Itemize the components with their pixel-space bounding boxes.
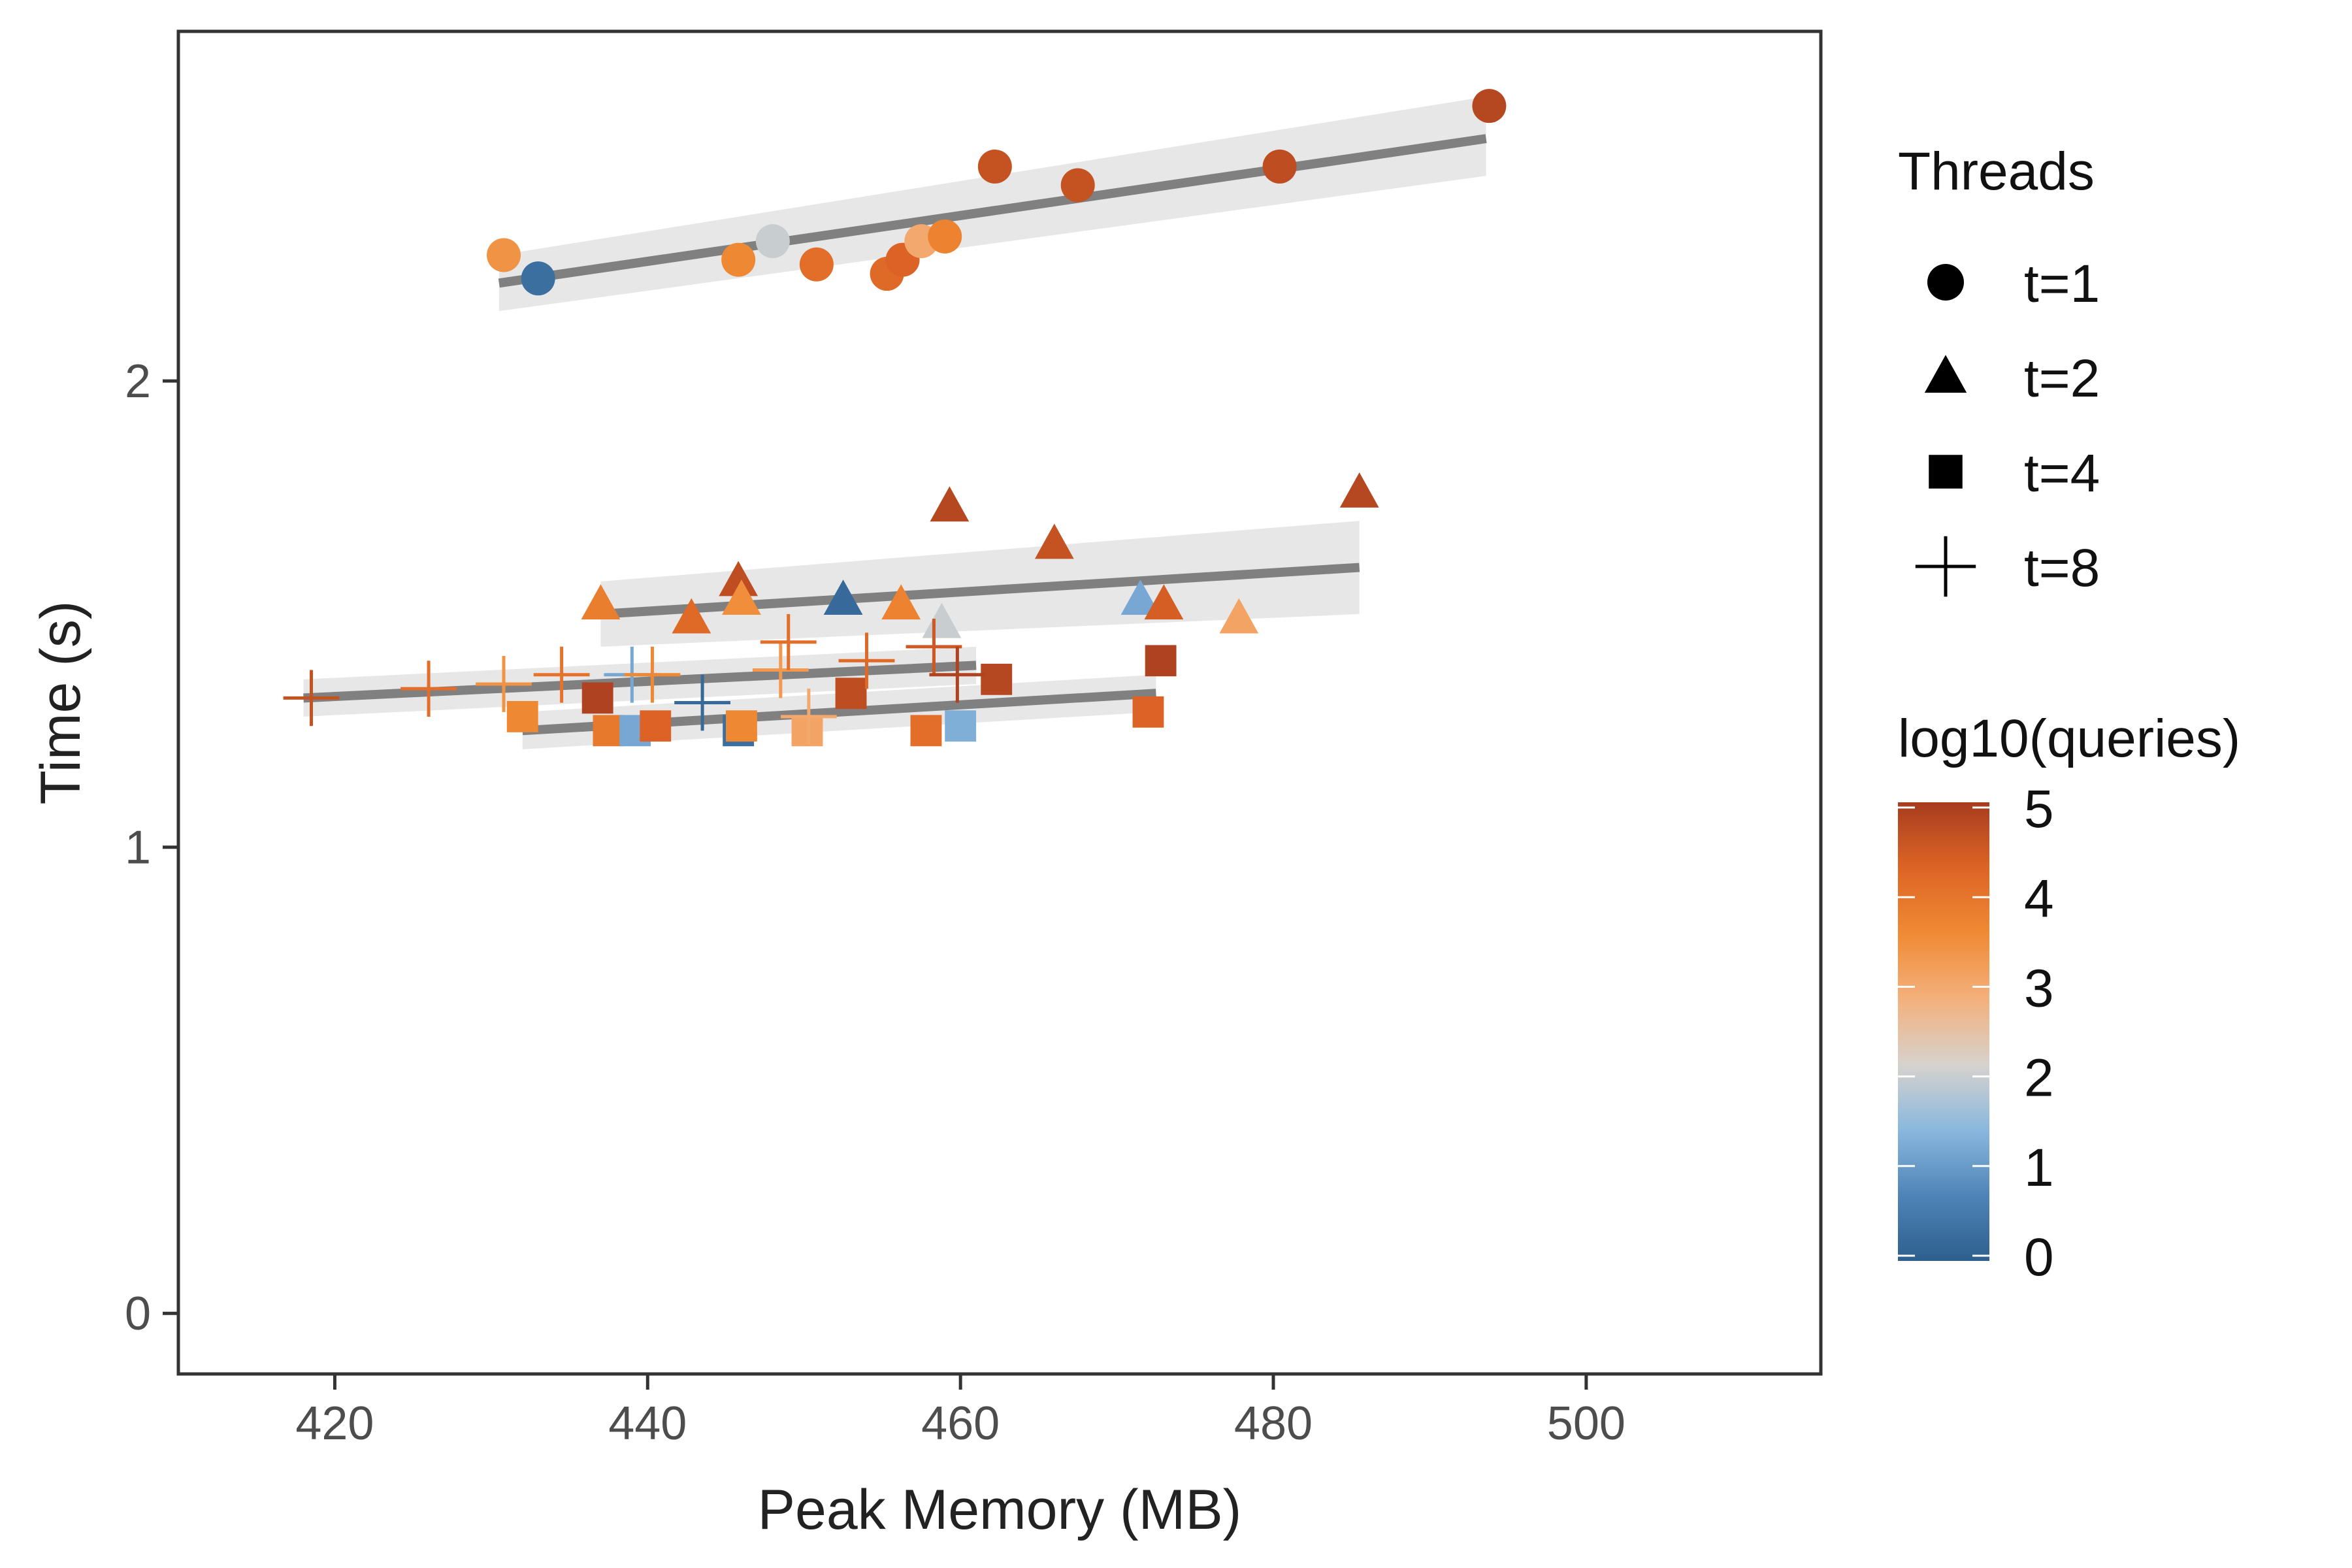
legend-key-t=4: [1929, 455, 1963, 489]
point-t=4: [640, 710, 672, 742]
x-tick-label: 420: [295, 1397, 374, 1450]
legend-key-t=8: [1915, 536, 1976, 597]
legend-label-t=8: t=8: [2024, 538, 2100, 598]
point-t=1: [928, 219, 962, 253]
trend-line-t=8: [303, 661, 977, 703]
x-tick-label: 460: [921, 1397, 1000, 1450]
point-t=4: [981, 663, 1013, 695]
point-t=2: [930, 486, 970, 522]
legend-key-t=2: [1924, 355, 1967, 393]
point-t=2: [719, 561, 759, 596]
point-t=2: [881, 584, 921, 620]
point-t=4: [506, 700, 538, 732]
colorbar-legend-title: log10(queries): [1898, 709, 2240, 768]
point-t=8: [780, 689, 837, 745]
point-t=4: [1145, 645, 1177, 677]
colorbar-tick-label: 1: [2024, 1138, 2054, 1198]
point-t=8: [624, 646, 681, 703]
point-t=8: [674, 674, 730, 731]
y-axis: 0 1 2: [125, 355, 178, 1340]
legend-label-t=1: t=1: [2024, 254, 2100, 314]
point-t=8: [533, 646, 590, 703]
point-t=1: [1060, 168, 1095, 203]
point-t=1: [755, 224, 790, 259]
y-tick-label: 2: [125, 355, 151, 408]
point-t=4: [593, 715, 625, 747]
point-t=8: [838, 632, 895, 689]
colorbar-tick-label: 2: [2024, 1049, 2054, 1108]
point-t=1: [521, 261, 555, 296]
point-t=8: [929, 646, 986, 703]
point-t=8: [760, 613, 817, 670]
x-tick-label: 500: [1547, 1397, 1625, 1450]
trend-line-t=1: [498, 134, 1487, 288]
point-t=2: [672, 598, 711, 634]
point-t=2: [1034, 523, 1074, 559]
point-t=1: [977, 149, 1012, 184]
colorbar: [1898, 802, 1989, 1261]
point-t=8: [476, 656, 532, 712]
x-tick-label: 440: [608, 1397, 687, 1450]
colorbar-tick-label: 4: [2024, 869, 2054, 928]
colorbar-tick-label: 5: [2024, 779, 2054, 839]
y-tick-label: 1: [125, 822, 151, 874]
x-axis-title: Peak Memory (MB): [758, 1478, 1242, 1541]
point-t=4: [910, 715, 942, 747]
legend-label-t=4: t=4: [2024, 444, 2100, 503]
point-t=2: [1120, 580, 1160, 615]
point-t=2: [1144, 584, 1184, 620]
threads-legend-title: Threads: [1898, 142, 2095, 201]
colorbar-tick-label: 3: [2024, 958, 2054, 1018]
queries-colorbar-legend: log10(queries) 0 1 2 3 4 5: [1898, 709, 2240, 1287]
plot-panel-border: [176, 29, 1823, 1376]
point-t=4: [726, 710, 757, 742]
point-t=2: [922, 602, 962, 638]
point-t=2: [1339, 472, 1379, 508]
point-t=4: [835, 678, 867, 710]
x-axis: 420 440 460 480 500: [295, 1374, 1625, 1450]
point-t=1: [799, 247, 834, 282]
point-t=1: [1262, 149, 1297, 184]
point-t=4: [1132, 696, 1164, 728]
point-t=4: [945, 710, 977, 742]
point-t=8: [283, 670, 340, 727]
threads-legend: Threads t=1 t=2 t=4 t=8: [1898, 142, 2100, 598]
point-t=1: [721, 242, 756, 277]
colorbar-tick-label: 0: [2024, 1228, 2054, 1287]
legend-key-t=1: [1927, 264, 1964, 301]
y-axis-title: Time (s): [29, 600, 92, 804]
point-t=2: [581, 584, 621, 620]
point-t=1: [1472, 89, 1507, 123]
y-tick-label: 0: [125, 1288, 151, 1340]
point-t=1: [487, 238, 521, 272]
data-points: [283, 89, 1507, 747]
point-t=2: [1219, 598, 1259, 634]
point-t=2: [722, 580, 761, 615]
point-t=2: [823, 580, 863, 615]
point-t=8: [906, 618, 962, 675]
point-t=8: [752, 642, 809, 698]
point-t=4: [581, 682, 613, 714]
x-tick-label: 480: [1234, 1397, 1313, 1450]
legend-label-t=2: t=2: [2024, 349, 2100, 408]
point-t=8: [400, 661, 457, 717]
